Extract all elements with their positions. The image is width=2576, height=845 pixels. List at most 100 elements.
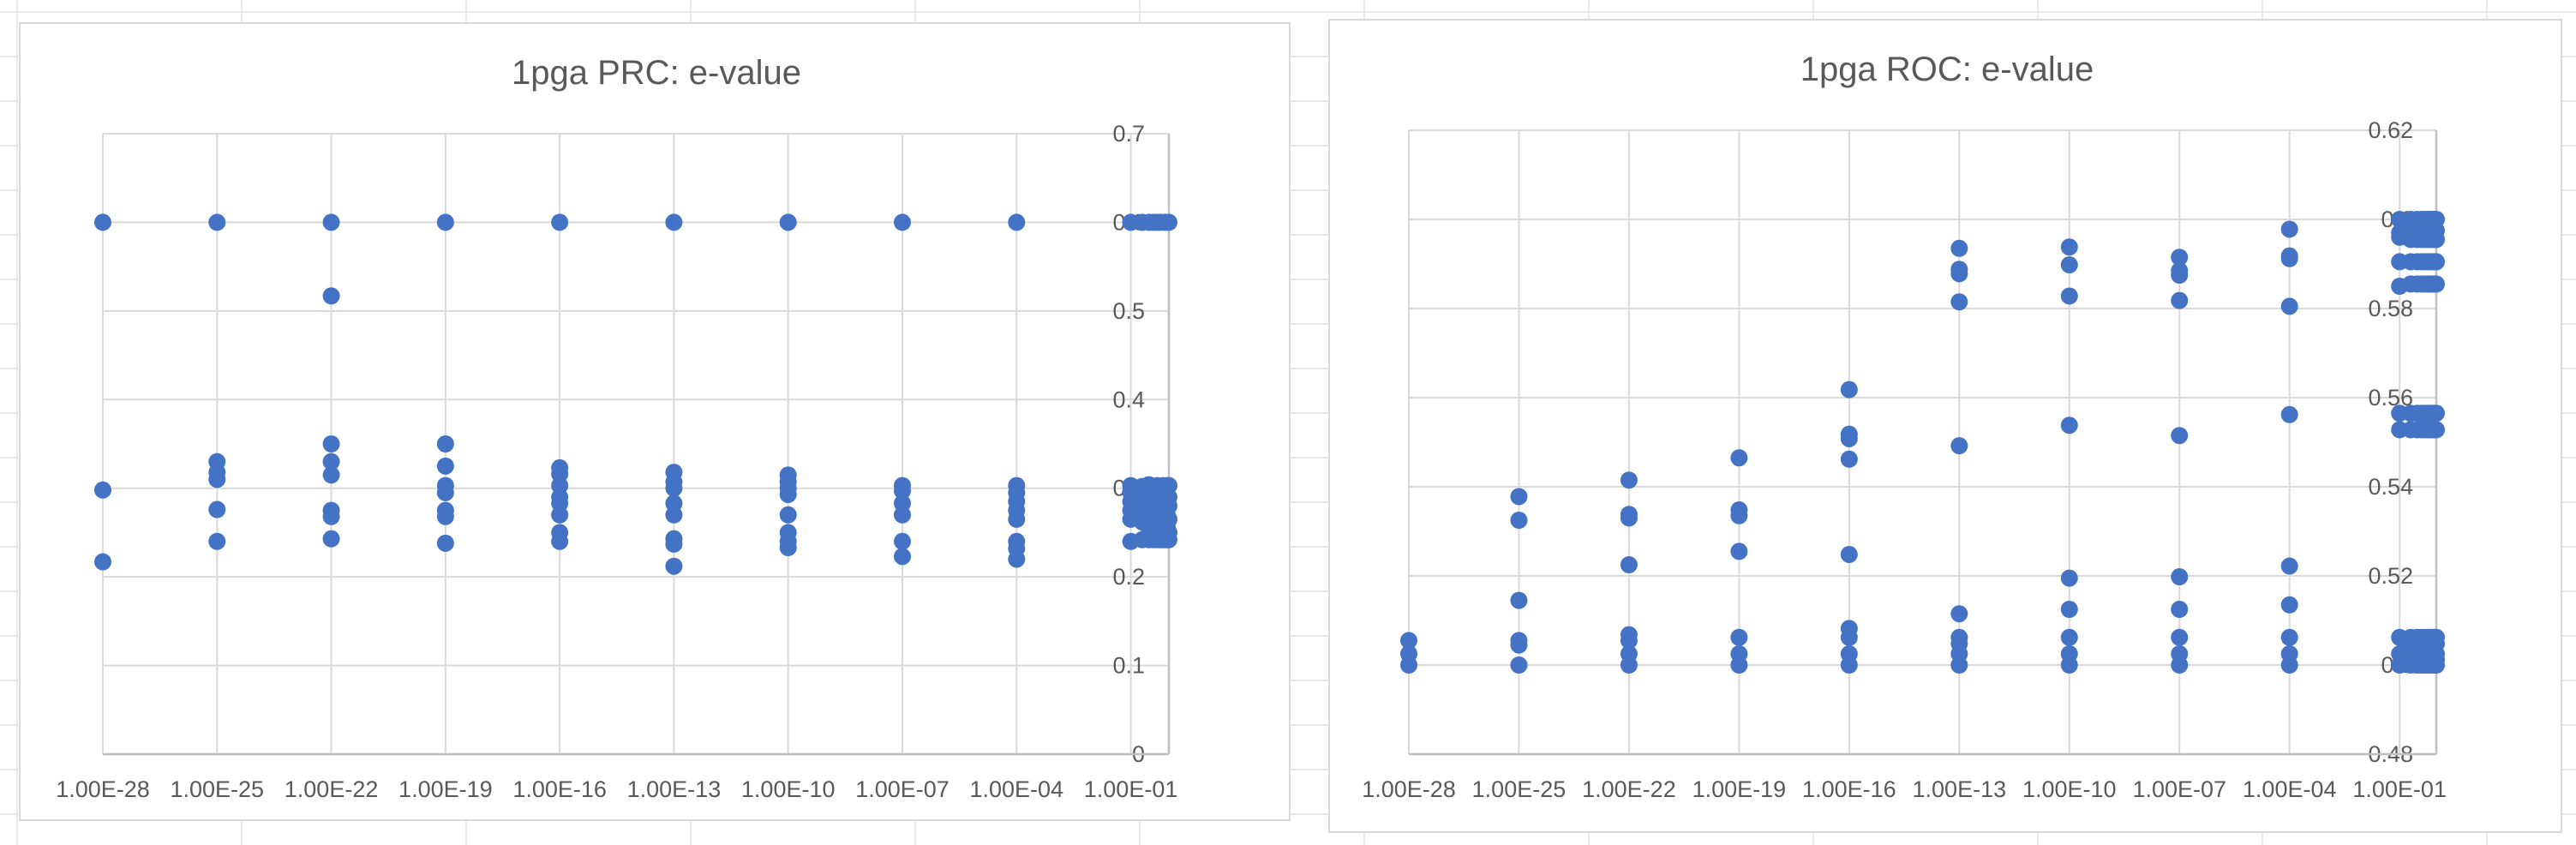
data-point[interactable] — [779, 539, 797, 557]
data-point[interactable] — [894, 532, 911, 550]
data-point[interactable] — [2171, 291, 2189, 309]
data-point[interactable] — [322, 287, 340, 305]
data-point[interactable] — [1510, 656, 1528, 674]
data-point[interactable] — [1840, 546, 1858, 564]
data-point[interactable] — [1840, 381, 1858, 399]
data-point[interactable] — [322, 213, 340, 231]
data-point[interactable] — [551, 506, 569, 524]
data-point[interactable] — [1510, 488, 1528, 506]
data-point[interactable] — [2171, 628, 2189, 646]
data-point[interactable] — [1008, 550, 1026, 568]
data-point[interactable] — [436, 457, 454, 475]
data-point[interactable] — [436, 435, 454, 452]
data-point[interactable] — [1950, 605, 1968, 623]
data-point[interactable] — [2060, 569, 2078, 587]
data-point[interactable] — [208, 213, 226, 231]
data-point[interactable] — [322, 530, 340, 548]
data-point[interactable] — [551, 213, 569, 231]
data-point[interactable] — [2060, 287, 2078, 305]
data-point[interactable] — [2060, 417, 2078, 434]
data-point[interactable] — [1510, 636, 1528, 654]
data-point[interactable] — [1730, 628, 1748, 646]
data-point[interactable] — [208, 470, 226, 488]
data-point[interactable] — [2280, 656, 2298, 674]
data-point[interactable] — [2171, 568, 2189, 586]
data-point[interactable] — [2060, 601, 2078, 618]
data-point[interactable] — [894, 482, 911, 500]
data-point[interactable] — [2171, 601, 2189, 618]
data-point[interactable] — [208, 532, 226, 550]
data-point[interactable] — [2280, 557, 2298, 575]
data-point[interactable] — [1730, 656, 1748, 674]
data-point[interactable] — [1510, 512, 1528, 529]
data-point[interactable] — [2428, 275, 2445, 293]
data-point[interactable] — [1008, 510, 1026, 528]
data-point[interactable] — [1620, 471, 1638, 489]
data-point[interactable] — [2171, 427, 2189, 445]
data-point[interactable] — [1620, 632, 1638, 650]
data-point[interactable] — [1160, 213, 1177, 231]
data-point[interactable] — [2280, 405, 2298, 423]
data-point[interactable] — [1008, 213, 1026, 231]
data-point[interactable] — [1840, 429, 1858, 447]
data-point[interactable] — [1160, 530, 1177, 548]
data-point[interactable] — [322, 452, 340, 470]
data-point[interactable] — [436, 534, 454, 552]
data-point[interactable] — [1950, 437, 1968, 455]
chart-roc[interactable]: 1pga ROC: e-value 0.480.50.520.540.560.5… — [1328, 19, 2562, 833]
data-point[interactable] — [1510, 591, 1528, 609]
data-point[interactable] — [2428, 656, 2445, 674]
data-point[interactable] — [1400, 632, 1417, 650]
data-point[interactable] — [665, 506, 683, 524]
data-point[interactable] — [665, 557, 683, 575]
data-point[interactable] — [2060, 656, 2078, 674]
data-point[interactable] — [1950, 656, 1968, 674]
data-point[interactable] — [779, 213, 797, 231]
data-point[interactable] — [665, 535, 683, 553]
data-point[interactable] — [1620, 556, 1638, 573]
data-point[interactable] — [436, 483, 454, 501]
data-point[interactable] — [1950, 239, 1968, 257]
data-point[interactable] — [94, 553, 111, 571]
data-point[interactable] — [2280, 596, 2298, 614]
data-point[interactable] — [2428, 253, 2445, 271]
data-point[interactable] — [2060, 628, 2078, 646]
data-point[interactable] — [2428, 421, 2445, 439]
data-point[interactable] — [2428, 405, 2445, 422]
data-point[interactable] — [2280, 297, 2298, 315]
data-point[interactable] — [94, 213, 111, 231]
data-point[interactable] — [1400, 656, 1417, 674]
data-point[interactable] — [1620, 656, 1638, 674]
data-point[interactable] — [665, 213, 683, 231]
data-point[interactable] — [2280, 220, 2298, 238]
chart-prc[interactable]: 1pga PRC: e-value 00.10.20.30.40.50.60.7… — [19, 22, 1291, 821]
data-point[interactable] — [1840, 656, 1858, 674]
data-point[interactable] — [436, 213, 454, 231]
data-point[interactable] — [322, 466, 340, 484]
data-point[interactable] — [2171, 267, 2189, 284]
data-point[interactable] — [1950, 293, 1968, 311]
data-point[interactable] — [1730, 542, 1748, 560]
data-point[interactable] — [1840, 628, 1858, 646]
data-point[interactable] — [322, 435, 340, 452]
data-point[interactable] — [894, 213, 911, 231]
data-point[interactable] — [208, 500, 226, 518]
data-point[interactable] — [2171, 656, 2189, 674]
data-point[interactable] — [894, 506, 911, 524]
data-point[interactable] — [2428, 231, 2445, 249]
data-point[interactable] — [1840, 450, 1858, 468]
data-point[interactable] — [779, 506, 797, 524]
data-point[interactable] — [1730, 449, 1748, 467]
data-point[interactable] — [322, 507, 340, 525]
data-point[interactable] — [779, 485, 797, 503]
data-point[interactable] — [1160, 497, 1177, 515]
data-point[interactable] — [2060, 256, 2078, 274]
data-point[interactable] — [1950, 265, 1968, 283]
data-point[interactable] — [2171, 249, 2189, 267]
data-point[interactable] — [665, 479, 683, 497]
data-point[interactable] — [2280, 628, 2298, 646]
data-point[interactable] — [2060, 238, 2078, 256]
data-point[interactable] — [2280, 249, 2298, 267]
data-point[interactable] — [94, 481, 111, 499]
data-point[interactable] — [1730, 506, 1748, 524]
